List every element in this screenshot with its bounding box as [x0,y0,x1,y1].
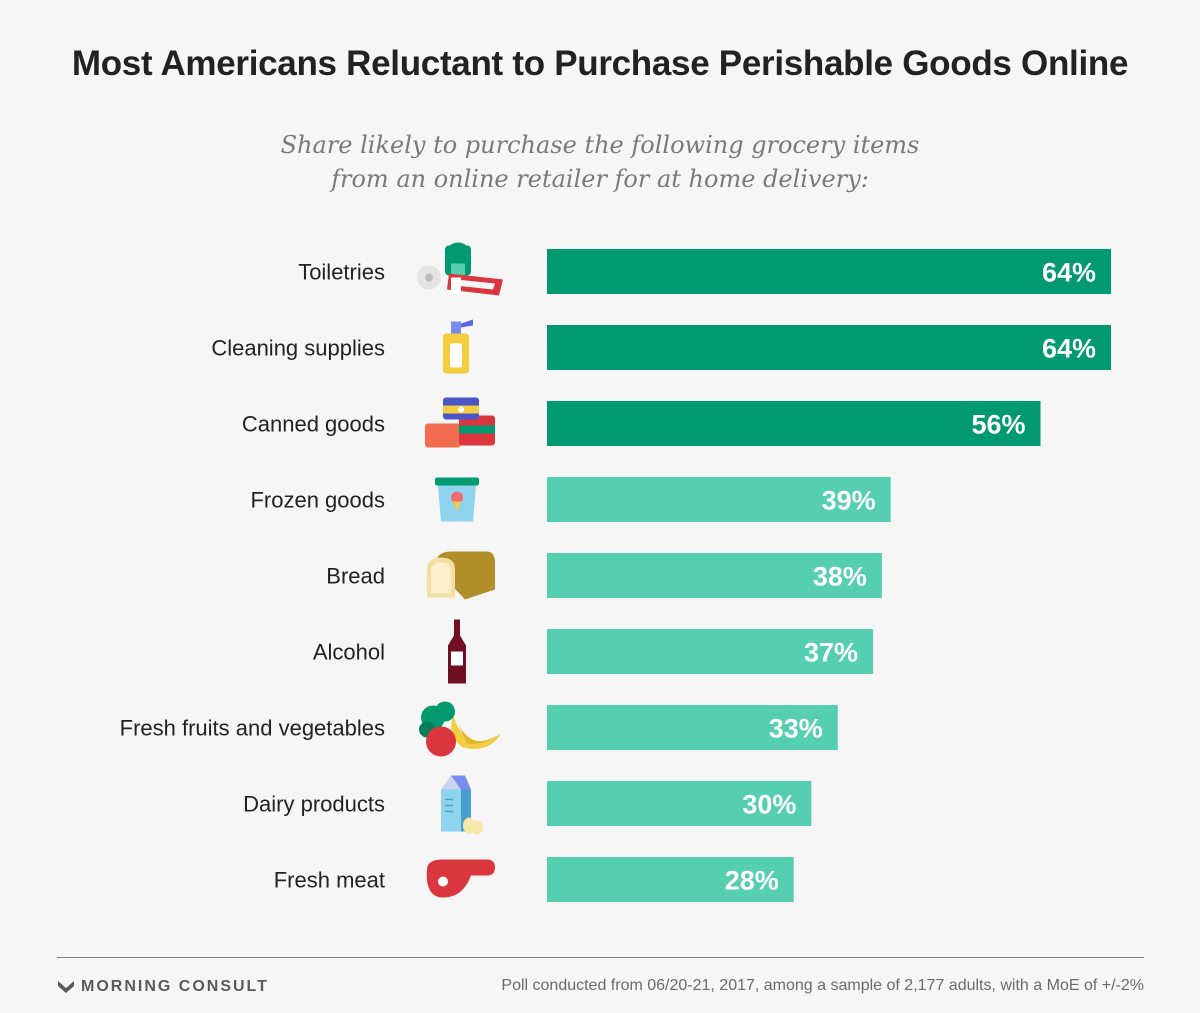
category-label: Frozen goods [250,488,385,513]
value-label: 56% [971,410,1025,440]
bread-icon [427,551,495,600]
bar [547,629,874,674]
category-label: Toiletries [298,260,385,285]
bar [547,325,1111,370]
bar [547,249,1111,294]
category-label: Canned goods [242,412,385,437]
bar-chart: Toiletries 64% Cleaning supplies 64% Canned … [120,242,1111,902]
bar [547,477,891,522]
bar [547,553,882,598]
subtitle-line-1: Share likely to purchase the following g… [280,131,920,159]
fresh-produce-icon [419,701,501,757]
fresh-meat-icon [426,859,495,898]
brand-logo: MORNING CONSULT [57,977,269,997]
value-label: 28% [725,866,779,896]
cleaning-supplies-icon [443,319,473,374]
morning-consult-logo-icon [58,981,74,993]
footer-divider [57,957,1144,958]
brand-name: MORNING CONSULT [81,978,269,995]
value-label: 30% [742,790,796,820]
bar [547,857,794,902]
category-label: Dairy products [243,792,385,817]
dairy-icon [441,775,483,835]
canned-goods-icon [425,397,495,448]
value-label: 37% [804,638,858,668]
bar [547,705,838,750]
value-label: 33% [769,714,823,744]
category-label: Alcohol [313,640,385,665]
category-label: Bread [326,564,385,589]
value-label: 64% [1042,334,1096,364]
value-label: 39% [822,486,876,516]
chart-subtitle: Share likely to purchase the following g… [0,128,1200,196]
alcohol-icon [448,619,466,684]
bar [547,401,1041,446]
frozen-goods-icon [435,477,479,522]
category-label: Fresh meat [274,868,385,893]
value-label: 64% [1042,258,1096,288]
footer-note: Poll conducted from 06/20-21, 2017, amon… [501,977,1144,994]
value-label: 38% [813,562,867,592]
category-label: Fresh fruits and vegetables [120,716,385,741]
subtitle-line-2: from an online retailer for at home deli… [331,165,869,193]
chart-title: Most Americans Reluctant to Purchase Per… [71,44,1129,83]
toiletries-icon [417,242,503,296]
bar [547,781,812,826]
category-label: Cleaning supplies [211,336,385,361]
